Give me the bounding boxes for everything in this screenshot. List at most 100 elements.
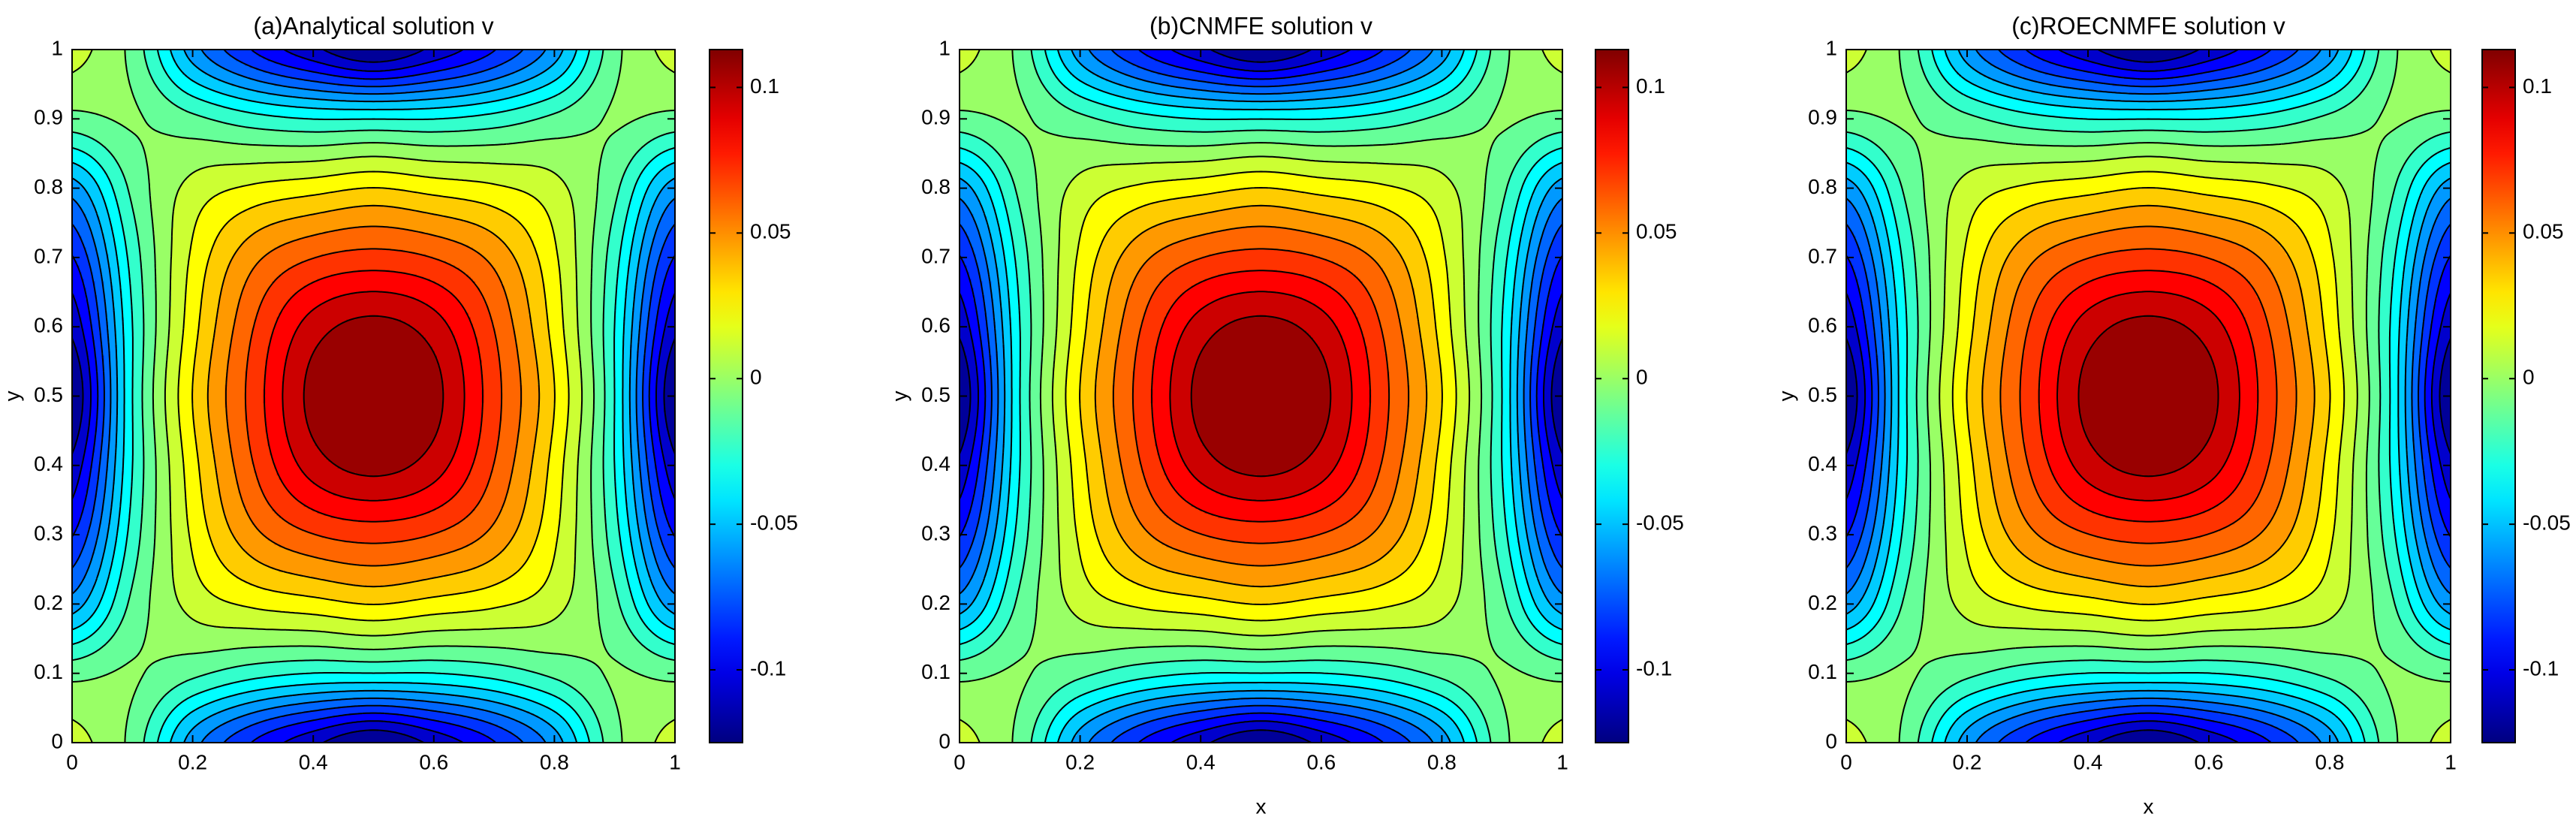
contour-cell (2326, 499, 2352, 570)
contour-cell (1008, 499, 1030, 570)
contour-cell (1049, 569, 1111, 640)
contour-cell (72, 294, 89, 363)
contour-cell (646, 709, 675, 743)
contour-cell (2367, 222, 2388, 294)
contour-cell (2177, 499, 2224, 520)
contour-cell (402, 430, 437, 471)
contour-cell (161, 132, 224, 154)
contour-cell (1860, 430, 1876, 500)
contour-cell (1479, 222, 1500, 294)
contour-cell (222, 123, 285, 147)
contour-cell (1031, 50, 1050, 84)
contour-cell (222, 601, 285, 631)
contour-cell (1290, 130, 1351, 147)
contour-cell (2428, 225, 2451, 294)
contour-cell (567, 362, 583, 431)
contour-cell (1481, 152, 1525, 224)
contour-line (959, 49, 1563, 743)
contour-cell (72, 132, 102, 154)
contour-cell (72, 50, 93, 73)
contour-cell (402, 659, 464, 676)
contour-cell (524, 83, 572, 107)
contour-line (959, 49, 1563, 743)
contour-cell (585, 709, 604, 743)
contour-cell (1017, 292, 1032, 363)
contour-cell (283, 691, 345, 707)
contour-cell (1909, 222, 1930, 294)
contour-cell (973, 430, 990, 500)
contour-cell (524, 50, 545, 68)
contour-cell (1945, 50, 1998, 84)
contour-cell (2238, 430, 2276, 500)
contour-cell (1130, 499, 1172, 547)
contour-cell (1351, 430, 1387, 500)
y-tick-label: 0.7 (1808, 244, 1837, 267)
contour-cell (960, 709, 990, 743)
contour-cell (1060, 164, 1111, 224)
contour-cell (989, 709, 1017, 743)
contour-cell (2177, 294, 2237, 363)
contour-cell (344, 83, 403, 86)
contour-cell (1878, 362, 1885, 431)
contour-cell (1020, 362, 1032, 431)
contour-cell (1351, 499, 1367, 518)
contour-cell (1472, 83, 1534, 154)
contour-cell (344, 603, 404, 622)
contour-cell (2360, 83, 2422, 154)
x-tick-label: 0 (1840, 750, 1852, 773)
contour-cell (524, 362, 541, 431)
contour-cell (2360, 50, 2379, 84)
contour-cell (524, 639, 586, 660)
contour-cell (1412, 50, 1451, 82)
contour-cell (1425, 362, 1444, 431)
contour-cell (1846, 430, 1872, 500)
contour-line (71, 49, 676, 743)
contour-cell (634, 499, 646, 559)
contour-cell (1290, 116, 1351, 134)
contour-cell (2299, 193, 2327, 224)
contour-cell (1412, 132, 1473, 154)
contour-cell (1535, 177, 1562, 224)
contour-cell (1083, 569, 1111, 599)
contour-cell (1986, 430, 1998, 500)
contour-cell (1110, 50, 1172, 84)
x-tick-label: 0.8 (2315, 750, 2345, 773)
contour-cell (267, 499, 285, 518)
contour-cell (2119, 292, 2179, 323)
contour-cell (1533, 132, 1562, 154)
contour-cell (2020, 362, 2041, 431)
contour-cell (1547, 430, 1562, 498)
contour-cell (72, 569, 102, 631)
contour-cell (1110, 94, 1172, 118)
contour-cell (121, 222, 143, 294)
contour-cell (344, 270, 403, 294)
contour-cell (2360, 362, 2370, 431)
contour-cell (1511, 292, 1523, 363)
contour-cell (2378, 362, 2391, 431)
contour-cell (344, 499, 403, 523)
contour-cell (2238, 179, 2300, 224)
contour-cell (1170, 130, 1233, 147)
contour-cell (175, 686, 224, 710)
contour-cell (344, 362, 403, 431)
contour-cell (1986, 292, 1998, 363)
contour-cell (402, 294, 462, 363)
contour-cell (1150, 362, 1172, 431)
contour-cell (1907, 362, 1919, 431)
contour-cell (2437, 256, 2451, 294)
contour-cell (1170, 569, 1233, 583)
contour-line (959, 49, 1563, 743)
contour-cell (1997, 83, 2059, 107)
colorbar (2481, 49, 2516, 743)
contour-cell (2119, 77, 2179, 84)
contour-cell (1231, 362, 1291, 431)
contour-cell (643, 362, 646, 431)
y-tick-label: 0.8 (921, 175, 951, 198)
contour-cell (463, 222, 525, 294)
contour-cell (2412, 362, 2420, 431)
contour-cell (283, 209, 345, 224)
contour-cell (1524, 362, 1532, 431)
contour-cell (524, 569, 552, 599)
contour-cell (1481, 569, 1525, 640)
